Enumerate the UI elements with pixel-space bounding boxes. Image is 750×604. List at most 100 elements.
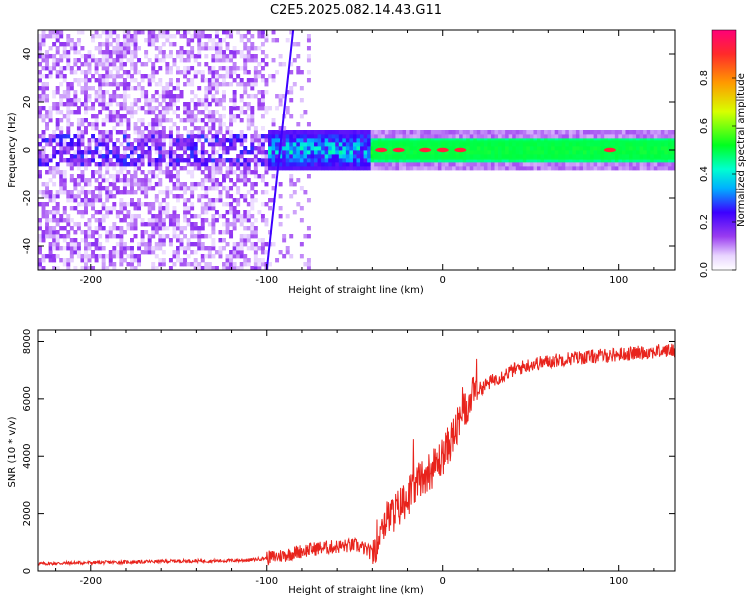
heatmap-cell	[112, 262, 117, 267]
heatmap-cell	[657, 134, 662, 139]
heatmap-cell	[218, 246, 223, 251]
heatmap-cell	[384, 166, 389, 171]
heatmap-cell	[360, 138, 364, 143]
heatmap-cell	[133, 34, 138, 39]
heatmap-cell	[260, 250, 265, 255]
heatmap-cell	[282, 158, 287, 163]
heatmap-cell	[45, 170, 50, 175]
heatmap-cell	[342, 154, 347, 159]
heatmap-cell	[55, 58, 60, 63]
heatmap-cell	[73, 62, 78, 67]
heatmap-cell	[197, 102, 202, 107]
heatmap-cell	[292, 166, 297, 171]
heatmap-cell	[161, 150, 166, 155]
heatmap-cell	[352, 146, 357, 151]
heatmap-cell	[282, 142, 287, 147]
heatmap-cell	[52, 146, 57, 151]
heatmap-cell	[363, 130, 368, 135]
heatmap-cell	[193, 222, 198, 227]
heatmap-cell	[84, 106, 88, 111]
heatmap-cell	[172, 150, 177, 155]
heatmap-cells	[38, 30, 675, 270]
heatmap-cell	[115, 170, 120, 175]
heatmap-cell	[243, 70, 248, 75]
heatmap-cell	[275, 38, 280, 43]
heatmap-cell	[264, 170, 269, 175]
heatmap-cell	[522, 158, 527, 163]
heatmap-cell	[452, 138, 456, 143]
heatmap-cell	[158, 162, 163, 167]
heatmap-cell	[519, 162, 524, 167]
heatmap-cell	[250, 194, 255, 199]
heatmap-cell	[618, 162, 623, 167]
heatmap-cell	[112, 254, 117, 259]
heatmap-cell	[289, 98, 294, 103]
heatmap-cell	[402, 138, 407, 143]
y-tick-label: -20	[22, 190, 33, 206]
heatmap-cell	[190, 138, 195, 143]
heatmap-cell	[193, 258, 198, 263]
heatmap-cell	[200, 30, 205, 35]
heatmap-cell	[161, 198, 166, 203]
heatmap-cell	[448, 130, 453, 135]
heatmap-cell	[271, 118, 276, 123]
heatmap-cell	[115, 102, 120, 107]
heatmap-cell	[45, 254, 50, 259]
heatmap-cell	[84, 246, 88, 251]
heatmap-cell	[115, 254, 120, 259]
heatmap-cell	[264, 150, 269, 155]
heatmap-cell	[190, 130, 195, 135]
heatmap-cell	[501, 162, 506, 167]
heatmap-cell	[243, 90, 248, 95]
heatmap-cell	[158, 94, 163, 99]
heatmap-cell	[505, 134, 510, 139]
heatmap-cell	[98, 222, 103, 227]
heatmap-cell	[444, 134, 449, 139]
heatmap-cell	[356, 146, 361, 151]
heatmap-cell	[593, 138, 598, 143]
heatmap-cell	[112, 146, 117, 151]
heatmap-cell	[147, 110, 152, 115]
heatmap-cell	[105, 114, 110, 119]
heatmap-cell	[122, 162, 127, 167]
heatmap-cell	[250, 142, 255, 147]
heatmap-cell	[186, 42, 191, 47]
heatmap-cell	[218, 230, 223, 235]
heatmap-cell	[526, 138, 531, 143]
heatmap-cell	[176, 222, 180, 227]
heatmap-cell	[176, 158, 180, 163]
heatmap-cell	[168, 130, 173, 135]
heatmap-cell	[126, 46, 131, 51]
heatmap-cell	[352, 142, 357, 147]
heatmap-cell	[183, 226, 188, 231]
heatmap-cell	[437, 166, 442, 171]
heatmap-cell	[200, 118, 205, 123]
heatmap-cell	[289, 142, 294, 147]
heatmap-cell	[119, 74, 124, 79]
heatmap-cell	[80, 70, 85, 75]
heatmap-cell	[119, 258, 124, 263]
heatmap-cell	[101, 178, 106, 183]
heatmap-cell	[158, 238, 163, 243]
heatmap-cell	[130, 86, 134, 91]
heatmap-cell	[345, 142, 350, 147]
heatmap-cell	[52, 206, 57, 211]
heatmap-cell	[172, 138, 177, 143]
heatmap-cell	[639, 158, 644, 163]
heatmap-cell	[246, 258, 251, 263]
heatmap-cell	[229, 50, 234, 55]
heatmap-cell	[285, 154, 290, 159]
heatmap-cell	[66, 126, 71, 131]
heatmap-cell	[200, 222, 205, 227]
heatmap-cell	[239, 158, 244, 163]
carrier-peak	[454, 147, 467, 153]
heatmap-cell	[317, 130, 322, 135]
heatmap-cell	[614, 130, 619, 135]
heatmap-cell	[590, 162, 595, 167]
heatmap-cell	[214, 150, 219, 155]
heatmap-cell	[108, 70, 113, 75]
heatmap-cell	[222, 246, 226, 251]
heatmap-cell	[45, 194, 50, 199]
heatmap-cell	[55, 38, 60, 43]
heatmap-cell	[45, 202, 50, 207]
